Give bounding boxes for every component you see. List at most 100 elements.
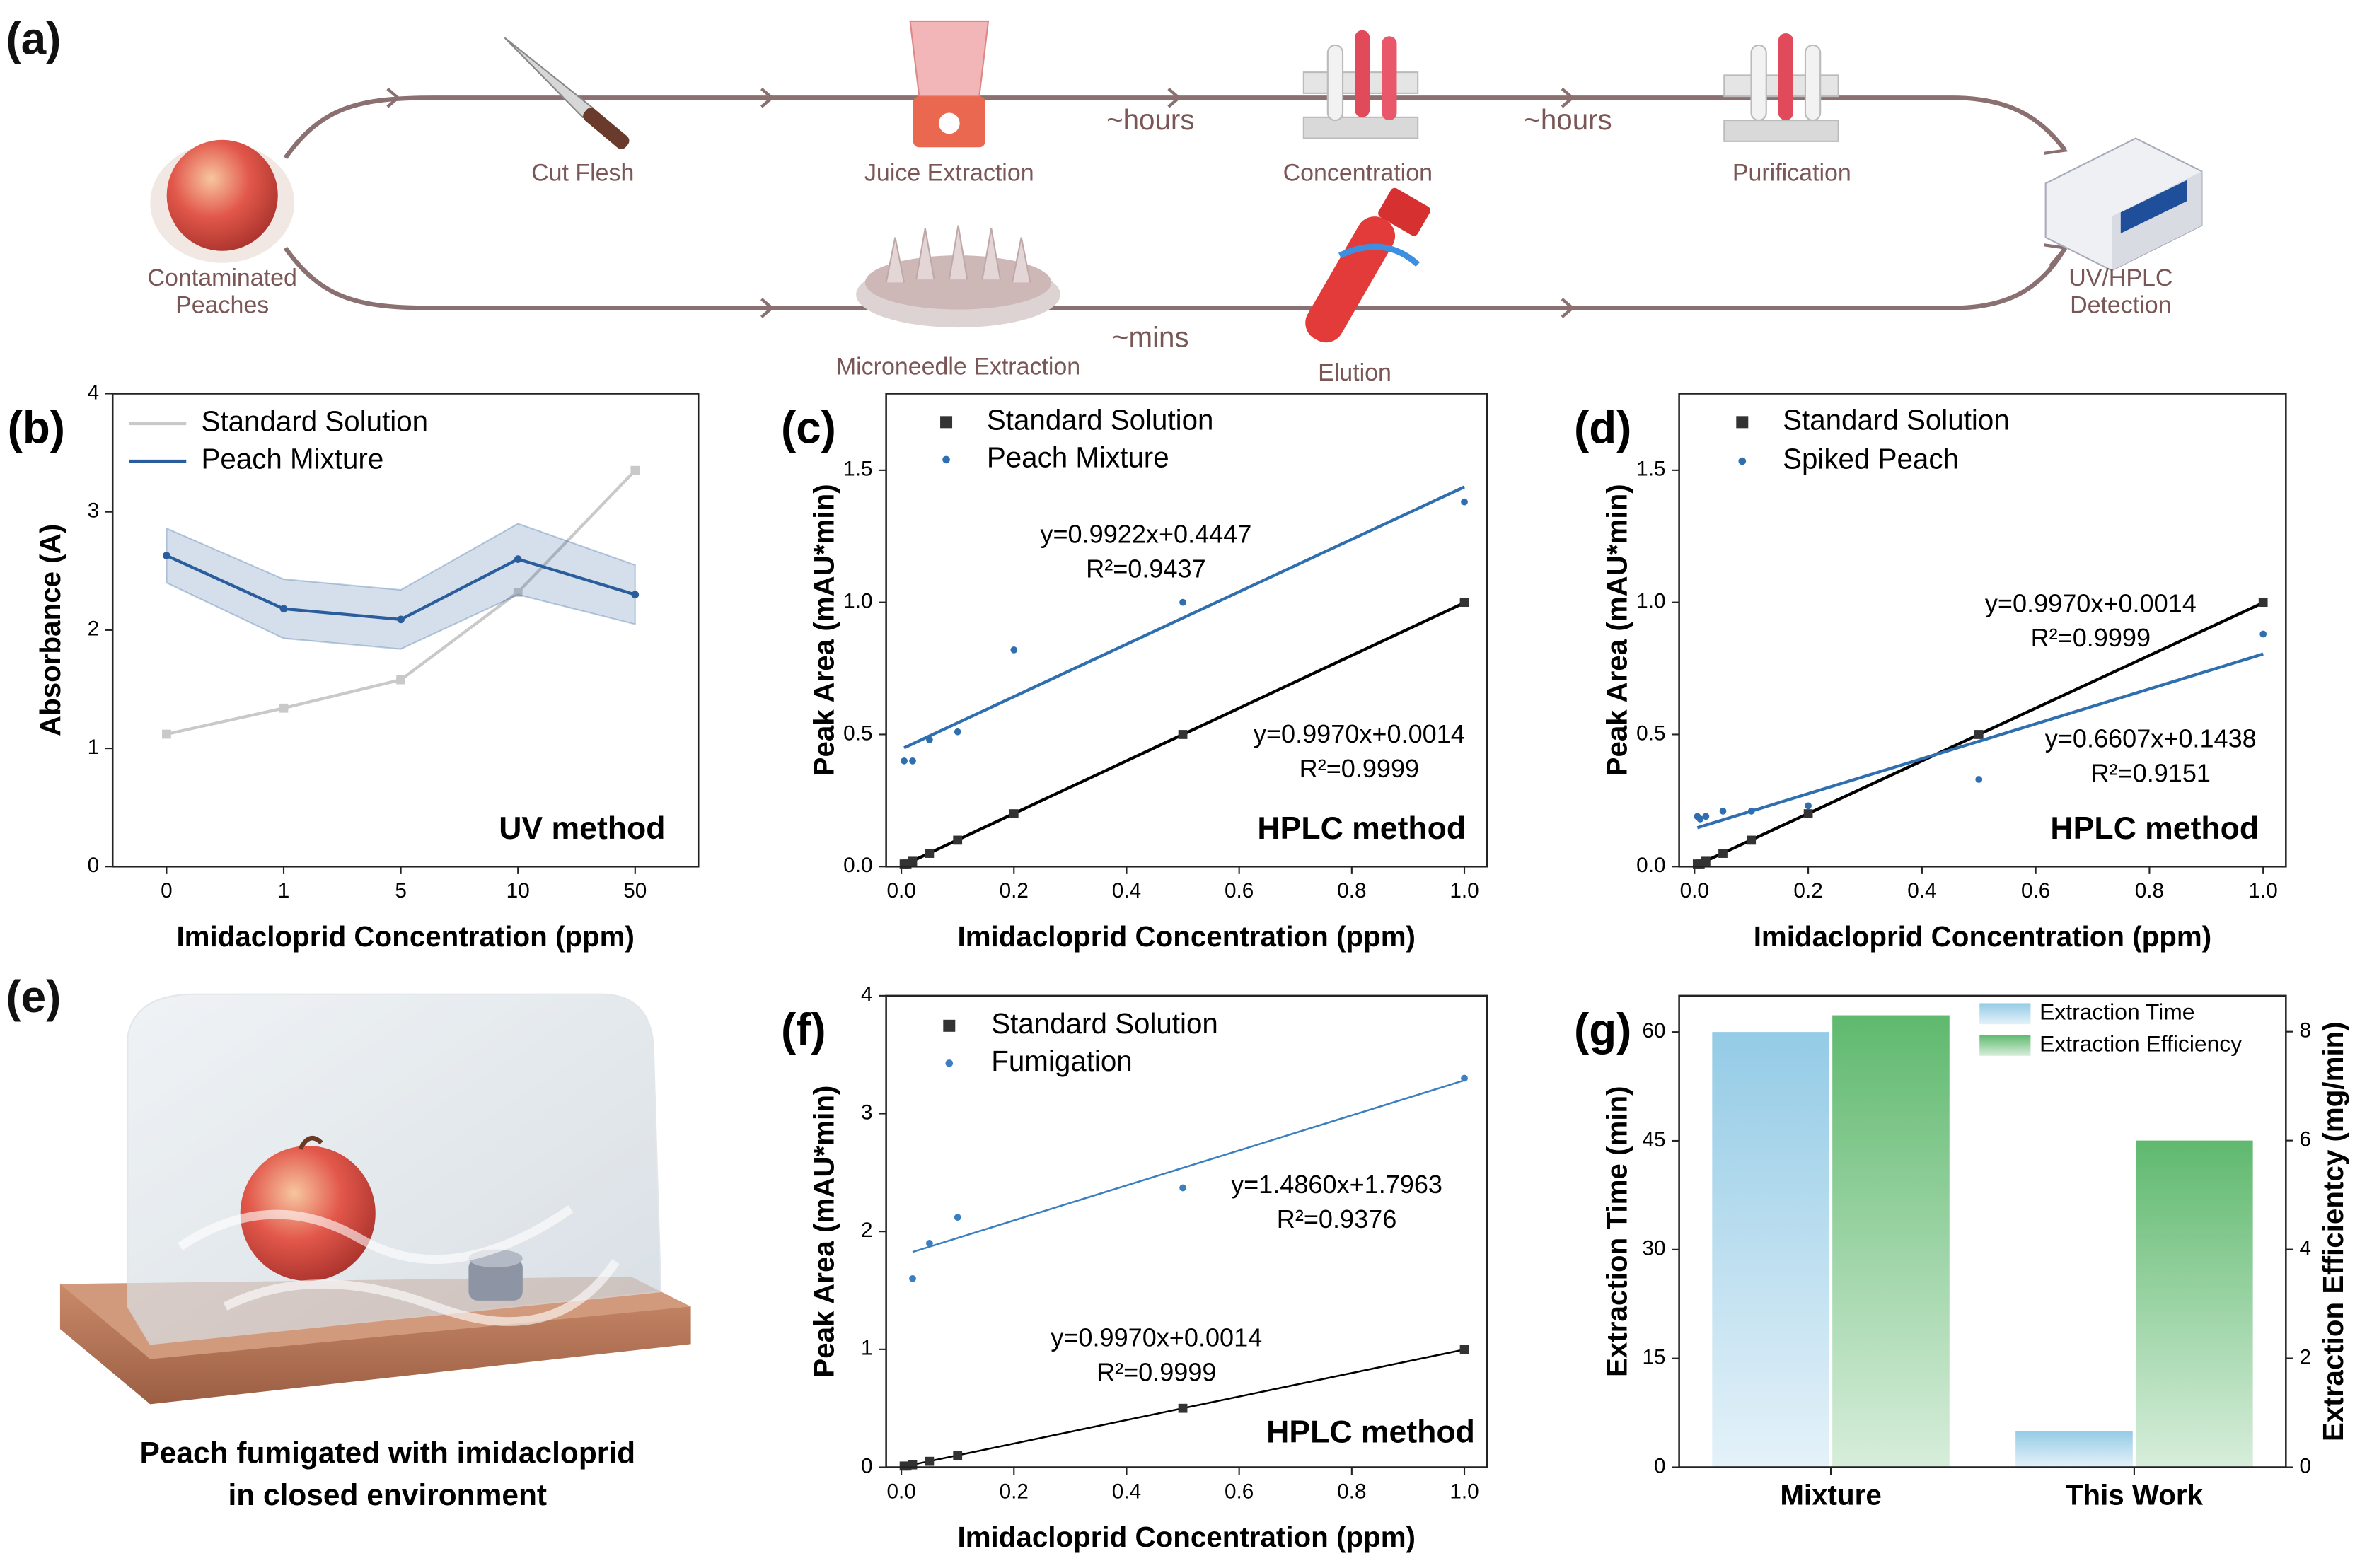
data-point (1974, 730, 1984, 739)
y-tick-label: 0 (861, 1454, 873, 1477)
data-point (1179, 1184, 1186, 1192)
flow-path (283, 246, 2067, 310)
y-tick-label: 0.5 (1636, 721, 1665, 745)
data-point (1696, 815, 1704, 823)
fit-r2: R²=0.9999 (2031, 623, 2151, 652)
error-band (166, 523, 636, 650)
plot-frame (1678, 994, 2287, 1468)
x-tick-label: 50 (623, 879, 647, 902)
node-label-line: UV/HPLC (2068, 265, 2172, 291)
annotation: UV method (499, 811, 665, 846)
legend-marker (945, 1059, 954, 1067)
y2-tick-label: 0 (2299, 1454, 2311, 1477)
workflow-diagram: (a) Contaminated Peaches Cut Flesh Juice … (6, 14, 2203, 386)
x-tick-label: 0.2 (1793, 879, 1822, 902)
bar (2015, 1431, 2133, 1468)
data-point (279, 605, 288, 613)
x-tick-label: 0.8 (1337, 879, 1366, 902)
node-label: Contaminated Peaches (148, 265, 297, 318)
data-point (925, 849, 935, 858)
data-point (953, 835, 963, 845)
data-point (1701, 856, 1711, 866)
test-tubes-icon (1723, 33, 1839, 142)
x-tick-label: 0.8 (2135, 879, 2164, 902)
x-axis-label: Imidacloprid Concentration (ppm) (176, 920, 635, 953)
y2-tick-label: 4 (2299, 1236, 2311, 1260)
plot-frame (1678, 393, 2287, 868)
data-point (630, 465, 640, 475)
test-tubes-icon (1302, 30, 1419, 139)
fit-equation: y=0.9970x+0.0014 (1254, 719, 1465, 748)
fit-r2: R²=0.9999 (1097, 1357, 1217, 1386)
x-tick-label: 10 (507, 879, 530, 902)
fit-equation: y=0.9970x+0.0014 (1985, 588, 2197, 617)
blender-icon (909, 20, 990, 148)
y-tick-label: 4 (88, 381, 100, 404)
legend-marker (942, 455, 950, 464)
data-point (1719, 807, 1727, 815)
y-tick-label: 1.0 (843, 589, 872, 612)
time-label: ~mins (1112, 321, 1189, 354)
legend-swatch (1979, 1003, 2031, 1025)
legend-label: Extraction Time (2039, 999, 2194, 1025)
microneedle-icon (856, 225, 1060, 328)
y2-tick-label: 2 (2299, 1345, 2311, 1369)
plot-frame (885, 994, 1488, 1468)
legend-label: Standard Solution (1783, 403, 2010, 436)
legend-label: Standard Solution (201, 405, 428, 438)
data-point (1459, 1345, 1469, 1354)
fit-equation: y=0.6607x+0.1438 (2045, 724, 2257, 753)
y2-tick-label: 8 (2299, 1019, 2311, 1043)
fit-line (1696, 652, 2264, 830)
legend-label: Peach Mixture (987, 441, 1169, 474)
node-label: Concentration (1283, 159, 1433, 186)
data-point (1747, 807, 1755, 815)
data-point (1702, 813, 1710, 820)
fit-equation: y=0.9970x+0.0014 (1051, 1323, 1262, 1352)
y-tick-label: 4 (861, 983, 873, 1006)
data-point (901, 757, 908, 765)
x-tick-label: 0.6 (1225, 879, 1254, 902)
legend-marker (1736, 416, 1749, 429)
data-point (631, 591, 640, 599)
data-point (1010, 646, 1018, 654)
chart-panel: (d) 0.0 0.5 1.0 1.5 0.0 0.2 0.4 0.6 0.8 1.0 Imidacl… (1574, 393, 2287, 953)
y2-axis-label: Extraction Efficientcy (mg/min) (2317, 1021, 2349, 1441)
x-tick-label: 1.0 (1450, 1480, 1479, 1503)
legend-label: Fumigation (991, 1045, 1133, 1077)
node-label: Elution (1318, 359, 1391, 386)
data-point (1747, 835, 1757, 845)
x-tick-label: 0.4 (1907, 879, 1936, 902)
legend-swatch (1979, 1035, 2031, 1056)
data-point (2258, 598, 2268, 608)
annotation: HPLC method (2050, 811, 2259, 846)
x-tick-label: 1.0 (1450, 879, 1479, 902)
x-tick-label: 0.0 (886, 879, 915, 902)
data-point (1718, 849, 1728, 858)
fit-r2: R²=0.9376 (1277, 1204, 1397, 1233)
data-point (1459, 598, 1469, 608)
data-point (1975, 776, 1983, 783)
data-point (1461, 498, 1468, 506)
node-label: Purification (1732, 159, 1851, 186)
panel-label: (b) (8, 402, 65, 453)
fit-r2: R²=0.9999 (1300, 754, 1420, 783)
y-tick-label: 1 (88, 736, 100, 759)
bar (1712, 1032, 1829, 1468)
y-tick-label: 2 (861, 1219, 873, 1242)
x-tick-label: This Work (2066, 1479, 2204, 1511)
panel-label: (e) (6, 972, 61, 1022)
y-axis-label: Absorbance (A) (34, 524, 66, 736)
time-label: ~hours (1106, 103, 1194, 136)
legend-label: Peach Mixture (201, 443, 383, 475)
caption: Peach fumigated with imidacloprid (139, 1436, 635, 1470)
y-tick-label: 0.0 (1636, 854, 1665, 877)
x-tick-label: 0.0 (886, 1480, 915, 1503)
x-tick-label: 1.0 (2249, 879, 2278, 902)
chart-panel: (b) 0 1 2 3 4 Imidacloprid Concentration (ppm)… (8, 381, 700, 953)
panel-label: (c) (781, 402, 836, 453)
data-point (925, 1456, 935, 1466)
data-point (1805, 802, 1812, 810)
